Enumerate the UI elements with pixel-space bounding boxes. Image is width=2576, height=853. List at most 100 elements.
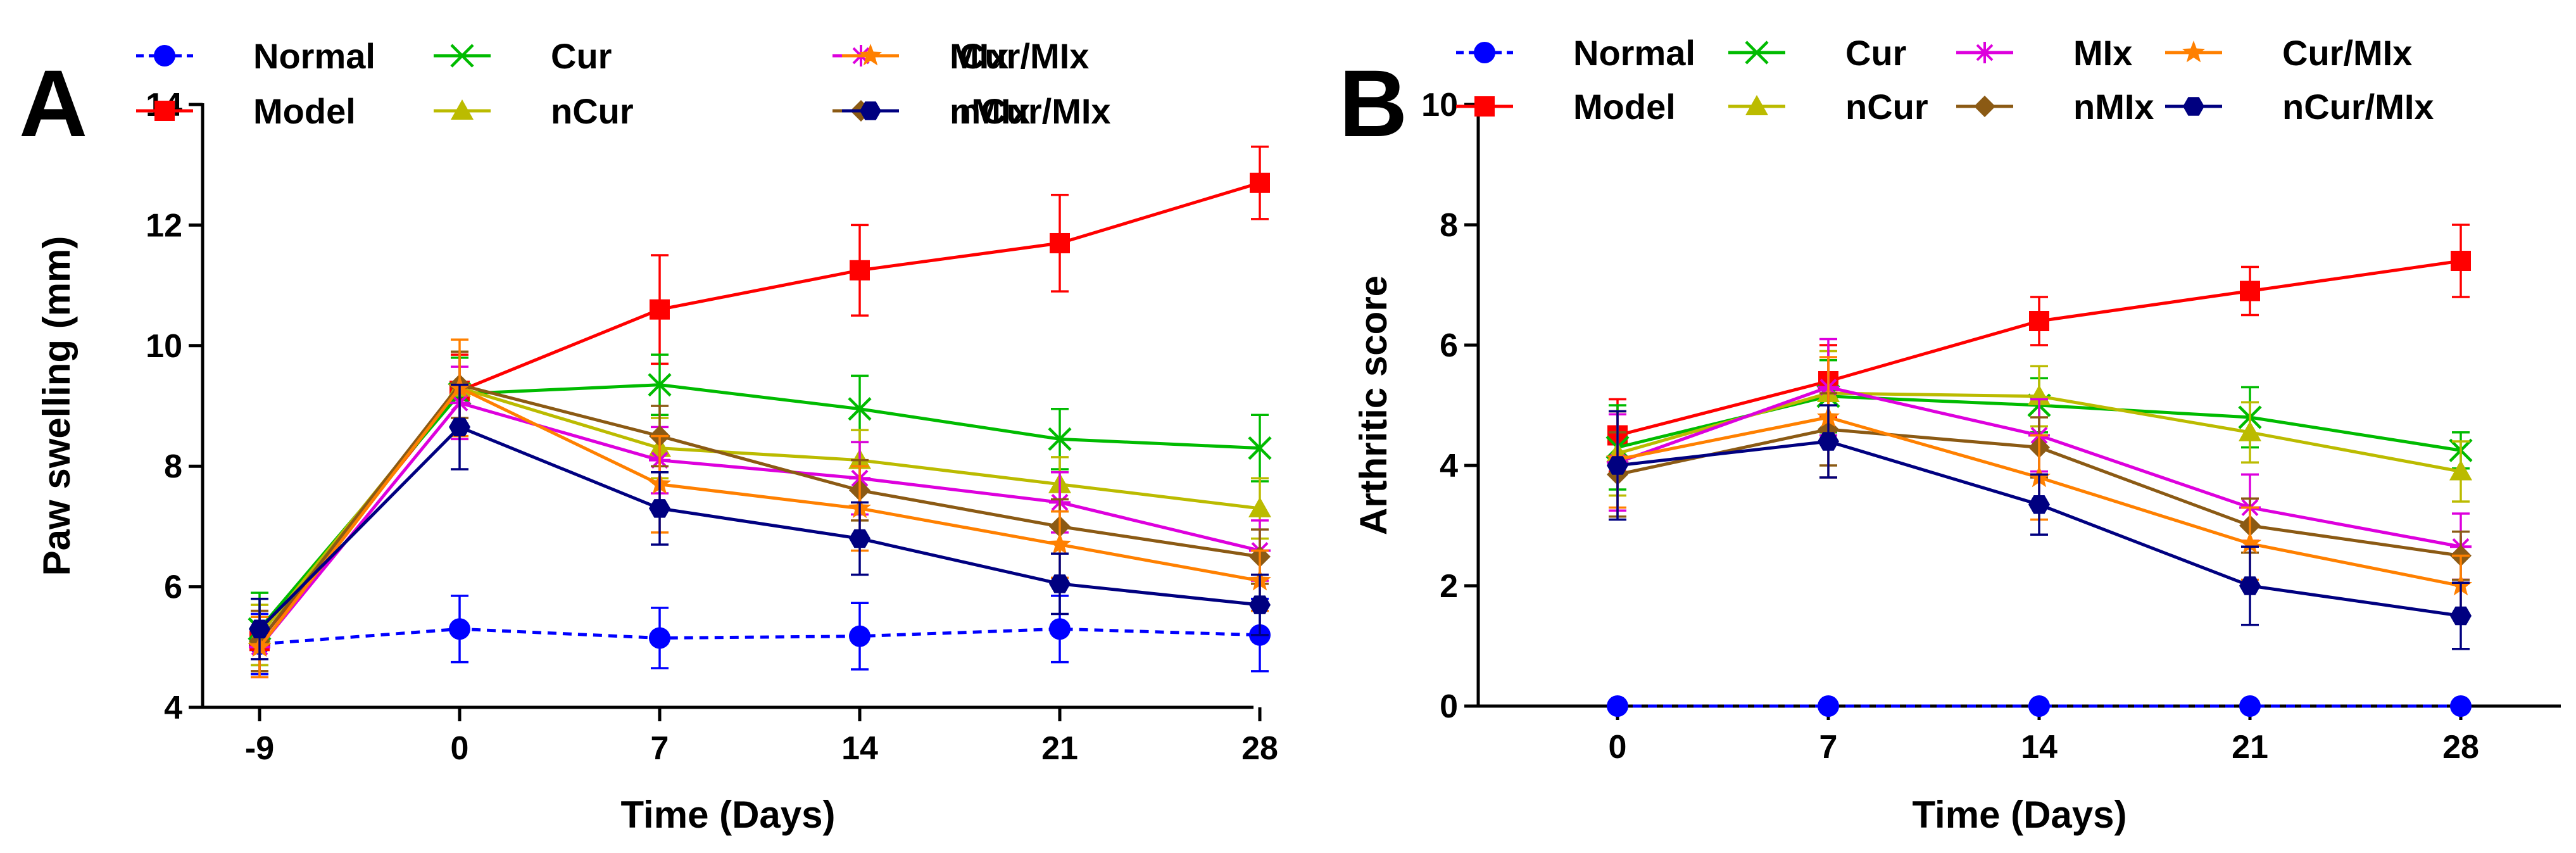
series-line [258, 386, 1260, 636]
series-ncur-mix [249, 383, 1271, 660]
legend-marker [858, 44, 883, 66]
data-point [1048, 427, 1072, 451]
y-tick-label: 6 [164, 569, 182, 606]
legend-label: nMIx [950, 91, 1031, 131]
legend-item: Cur [434, 36, 612, 76]
series-normal [1607, 695, 2472, 717]
legend-item: Cur/MIx [2165, 33, 2412, 73]
x-tick-label: -9 [245, 730, 274, 767]
data-point [849, 529, 870, 548]
data-point [1248, 436, 1272, 460]
legend-label: MIx [950, 36, 1008, 76]
x-tick-label: 14 [2021, 729, 2058, 766]
x-tick-label: 7 [1819, 729, 1838, 766]
series-line [259, 627, 1260, 646]
legend-marker [860, 101, 881, 120]
data-point [2450, 695, 2472, 717]
y-tick-label: 8 [164, 448, 182, 485]
series-line [258, 181, 1260, 642]
series-line [258, 386, 1260, 648]
series-model [249, 145, 1270, 673]
data-point [2240, 281, 2260, 301]
data-point [650, 299, 670, 320]
data-point [2239, 576, 2261, 595]
x-tick-label: 14 [841, 730, 878, 767]
legend-marker [154, 101, 175, 121]
data-point [1607, 695, 1628, 717]
legend-item: MIx [1956, 33, 2132, 73]
y-tick-label: 10 [1421, 87, 1458, 123]
data-point [2238, 531, 2262, 553]
data-point [449, 618, 470, 640]
data-point [1050, 232, 1070, 253]
series-ncur-mix [1607, 404, 2472, 650]
legend-marker [1745, 95, 1768, 115]
data-point [249, 619, 270, 638]
legend-label: Normal [1573, 33, 1695, 73]
legend-label: Model [1573, 87, 1676, 127]
legend-marker [1474, 42, 1495, 63]
legend-marker [2183, 97, 2204, 116]
legend-marker [1974, 96, 1995, 117]
y-tick-label: 4 [164, 690, 182, 726]
legend-item: nMIx [1956, 87, 2154, 127]
data-point [849, 625, 870, 647]
x-axis-title: Time (Days) [1912, 793, 2127, 836]
x-axis-title: Time (Days) [620, 793, 835, 836]
y-tick-label: 8 [1440, 207, 1458, 244]
y-tick-label: 2 [1440, 568, 1458, 605]
legend-label: Cur [551, 36, 612, 76]
y-axis-title: Paw swelling (mm) [35, 236, 78, 576]
legend-item: Normal [1456, 33, 1695, 73]
data-point [449, 417, 470, 436]
y-tick-label: 4 [1440, 448, 1458, 484]
legend-item: nCur [434, 91, 634, 131]
legend-marker [2182, 41, 2206, 63]
x-tick-label: 21 [2232, 729, 2268, 766]
data-point [2450, 606, 2472, 626]
y-tick-label: 6 [1440, 327, 1458, 364]
series-nmix [249, 350, 1271, 673]
data-point [1249, 595, 1271, 614]
legend-marker [1745, 41, 1769, 65]
legend-item: nCur [1728, 87, 1928, 127]
series-ncur [248, 350, 1271, 667]
legend-label: Cur/MIx [2282, 33, 2412, 73]
legend-label: Cur/MIx [959, 36, 1089, 76]
data-point [649, 499, 670, 518]
data-point [850, 260, 870, 281]
legend-item: Cur/MIx [842, 36, 1089, 76]
series-line [258, 401, 1260, 648]
legend-label: Normal [253, 36, 375, 76]
panel-b: B 0 2 4 6 8 10 0 7 14 21 28 Time (Days) Arthritic sco… [1339, 33, 2561, 836]
legend-marker [1974, 42, 1995, 63]
legend-label: nCur [551, 91, 634, 131]
series-cur-mix [248, 338, 1272, 679]
data-point [2239, 695, 2261, 717]
data-point [2028, 695, 2050, 717]
legend-item: Model [136, 91, 356, 131]
data-point [1250, 172, 1270, 193]
data-point [1048, 533, 1072, 555]
series-normal [249, 595, 1271, 676]
data-point [2451, 251, 2471, 271]
x-tick-label: 28 [1241, 730, 1278, 767]
legend-item: nCur/MIx [2165, 87, 2434, 127]
legend-item: Model [1456, 87, 1676, 127]
legend-marker [451, 99, 474, 120]
y-tick-label: 0 [1440, 688, 1458, 725]
y-tick-label: 10 [146, 328, 182, 365]
legend-label: nMIx [2073, 87, 2154, 127]
data-point [1818, 695, 1839, 717]
panel-label: A [19, 50, 87, 156]
y-tick-label: 12 [146, 207, 182, 244]
data-point [649, 627, 670, 649]
legend-label: MIx [2073, 33, 2132, 73]
data-point [1049, 574, 1071, 593]
data-point [1818, 432, 1839, 451]
